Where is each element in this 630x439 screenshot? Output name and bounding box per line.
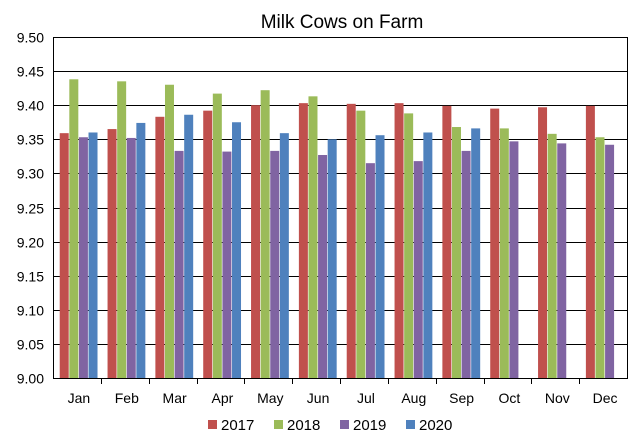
bar-2020-sep — [471, 128, 481, 378]
legend: 2017 2018 2019 2020 — [208, 417, 452, 434]
bar-2018-feb — [117, 81, 127, 378]
y-tick-label: 9.35 — [17, 132, 44, 148]
bar-2017-nov — [538, 107, 548, 378]
bar-2020-aug — [423, 132, 433, 378]
chart-title: Milk Cows on Farm — [261, 12, 424, 33]
x-tick-label-jan: Jan — [68, 390, 91, 406]
y-tick-label: 9.30 — [17, 166, 44, 182]
bar-2019-jul — [365, 163, 375, 378]
x-tick-label-apr: Apr — [212, 390, 234, 406]
bar-2020-jun — [327, 139, 337, 378]
bar-2020-jan — [88, 132, 98, 378]
bar-2018-jun — [308, 96, 318, 378]
x-tick-label-jul: Jul — [357, 390, 375, 406]
bar-2017-jan — [59, 133, 69, 378]
bar-2019-dec — [605, 144, 615, 378]
x-tick-label-dec: Dec — [593, 390, 618, 406]
y-tick-label: 9.15 — [17, 269, 44, 285]
legend-label-2018: 2018 — [287, 417, 320, 434]
bar-2019-nov — [557, 143, 567, 378]
bar-2018-aug — [404, 113, 414, 378]
y-tick-label: 9.10 — [17, 303, 44, 319]
x-tick-label-may: May — [257, 390, 283, 406]
bar-2019-jan — [78, 137, 88, 378]
x-tick-label-jun: Jun — [307, 390, 330, 406]
bar-2017-jun — [298, 103, 308, 379]
bar-2018-may — [260, 90, 270, 378]
y-tick-label: 9.45 — [17, 64, 44, 80]
x-tick-label-oct: Oct — [499, 390, 521, 406]
bar-2018-dec — [595, 137, 605, 378]
bar-2020-may — [279, 133, 289, 378]
bar-2017-may — [251, 105, 261, 378]
bars — [59, 79, 615, 379]
legend-swatch-2019 — [340, 420, 349, 429]
bar-2018-mar — [164, 84, 174, 379]
y-tick-label: 9.50 — [17, 30, 44, 46]
bar-2017-feb — [107, 129, 117, 378]
bar-2017-mar — [155, 116, 165, 378]
legend-label-2017: 2017 — [221, 417, 254, 434]
y-tick-label: 9.40 — [17, 98, 44, 114]
bar-2018-nov — [547, 133, 557, 378]
bar-2019-oct — [509, 141, 519, 378]
bar-2018-apr — [212, 93, 222, 379]
bar-2019-aug — [413, 161, 423, 378]
bar-2017-sep — [442, 105, 452, 378]
bar-2019-feb — [126, 137, 136, 378]
legend-swatch-2018 — [274, 420, 283, 429]
bar-2018-jul — [356, 110, 366, 378]
x-tick-label-aug: Aug — [401, 390, 426, 406]
bar-2018-sep — [451, 127, 461, 379]
y-tick-label: 9.25 — [17, 201, 44, 217]
bar-2020-apr — [232, 122, 242, 378]
bar-2019-jun — [318, 154, 328, 378]
x-tick-label-feb: Feb — [115, 390, 139, 406]
bar-2017-apr — [203, 110, 213, 378]
bar-2020-feb — [136, 122, 146, 379]
bar-2018-oct — [499, 128, 509, 378]
bar-2017-oct — [490, 108, 500, 379]
y-tick-label: 9.05 — [17, 337, 44, 353]
x-tick-label-nov: Nov — [545, 390, 570, 406]
legend-swatch-2017 — [208, 420, 217, 429]
bar-2018-jan — [69, 79, 79, 378]
bar-2020-mar — [184, 114, 194, 378]
x-tick-label-sep: Sep — [449, 390, 474, 406]
bar-2017-aug — [394, 103, 404, 379]
bar-2019-sep — [461, 150, 471, 378]
legend-label-2019: 2019 — [353, 417, 386, 434]
legend-label-2020: 2020 — [419, 417, 452, 434]
bar-2019-mar — [174, 150, 184, 378]
bar-2020-jul — [375, 135, 385, 378]
axes: 9.00 9.05 9.10 9.15 9.20 9.25 9.30 9.35 9.40 9.45… — [17, 30, 628, 406]
legend-swatch-2020 — [406, 420, 415, 429]
bar-2019-may — [270, 150, 280, 378]
bar-2019-apr — [222, 151, 232, 378]
y-tick-label: 9.20 — [17, 235, 44, 251]
bar-2017-dec — [585, 105, 595, 378]
x-tick-label-mar: Mar — [163, 390, 187, 406]
y-tick-label: 9.00 — [17, 371, 44, 387]
bar-2017-jul — [346, 103, 356, 378]
